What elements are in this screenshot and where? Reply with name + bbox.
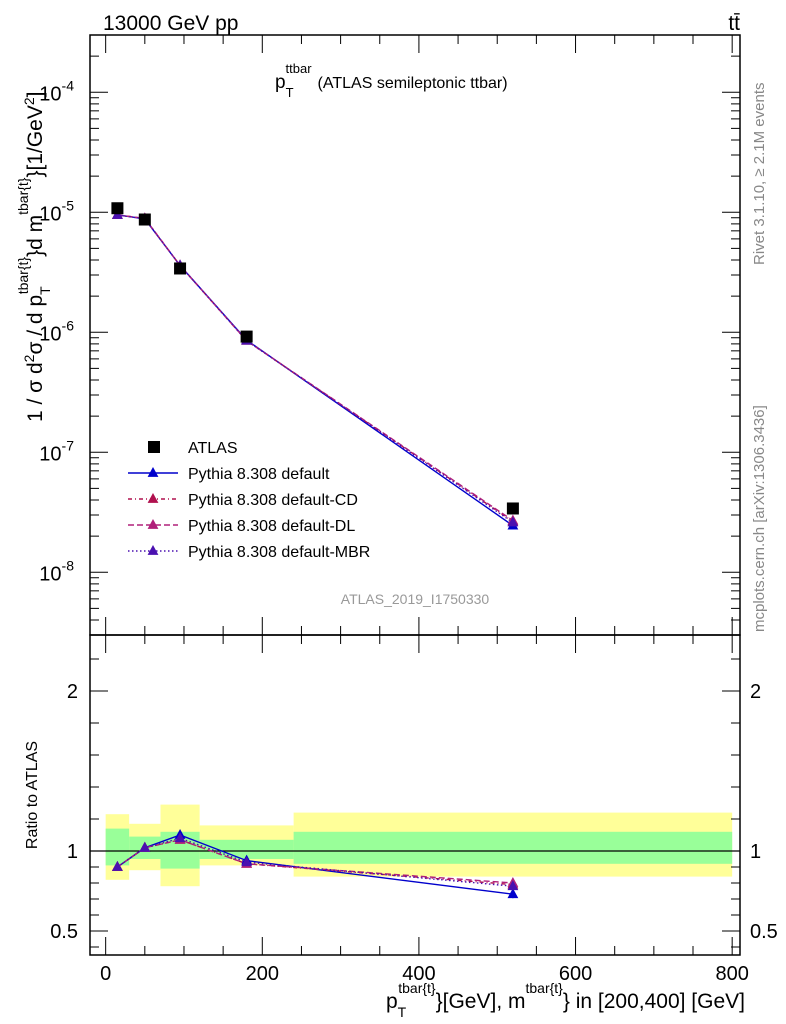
- ratio-y-tick-label-right: 1: [750, 841, 761, 863]
- x-tick-label: 600: [559, 963, 592, 985]
- x-tick-label: 200: [246, 963, 279, 985]
- analysis-label: ATLAS_2019_I1750330: [341, 591, 490, 607]
- legend-label: ATLAS: [188, 440, 238, 457]
- uncertainty-band-green: [105, 828, 130, 866]
- legend-marker-atlas: [148, 441, 160, 453]
- ratio-point-4: [139, 841, 151, 852]
- legend-label: Pythia 8.308 default-MBR: [188, 544, 370, 561]
- atlas-point: [506, 502, 519, 515]
- rivet-label: Rivet 3.1.10, ≥ 2.1M events: [751, 83, 768, 266]
- x-tick-label: 800: [715, 963, 748, 985]
- legend-label: Pythia 8.308 default-CD: [188, 492, 358, 509]
- ratio-y-tick-label-right: 0.5: [750, 921, 778, 943]
- y-tick-label: 10-8: [39, 557, 74, 585]
- atlas-point: [111, 202, 124, 215]
- atlas-point: [138, 213, 151, 226]
- legend-label: Pythia 8.308 default-DL: [188, 518, 355, 535]
- y-tick-label: 10-7: [39, 437, 74, 465]
- uncertainty-band-green: [293, 831, 733, 864]
- ratio-y-tick-label: 0.5: [50, 921, 78, 943]
- uncertainty-band-green: [199, 839, 294, 859]
- legend-marker: [147, 545, 159, 555]
- beam-energy-label: 13000 GeV pp: [103, 12, 238, 35]
- legend-marker: [147, 467, 159, 477]
- ratio-point-4: [507, 880, 519, 891]
- plot-title: pTttbar(ATLAS semileptonic ttbar): [275, 61, 508, 100]
- main-panel: 10-8 10-7 10-6 10-5 10-4 pTttbar(ATLAS semil…: [15, 34, 741, 636]
- ratio-y-tick-label: 1: [67, 841, 78, 863]
- mcplots-label: mcplots.cern.ch [arXiv:1306.3436]: [751, 405, 768, 632]
- y-tick-label: 10-5: [39, 197, 74, 225]
- y-tick-label: 10-4: [39, 77, 74, 105]
- ratio-line-3: [117, 839, 513, 884]
- main-y-axis-label: 1 / σ d2σ / d pTtbar{t}}d mtbar{t}}[1/Ge…: [15, 91, 53, 422]
- legend-label: Pythia 8.308 default: [188, 466, 330, 483]
- series-point-4: [507, 516, 519, 527]
- ratio-point-4: [174, 832, 186, 843]
- ratio-point-4: [241, 856, 253, 867]
- process-label: tt̄: [728, 12, 740, 35]
- ratio-y-tick-label-right: 2: [750, 681, 761, 703]
- ratio-y-tick-label: 2: [67, 681, 78, 703]
- legend-marker: [147, 493, 159, 503]
- y-tick-label: 10-6: [39, 317, 74, 345]
- atlas-point: [174, 262, 187, 275]
- atlas-point: [240, 330, 253, 343]
- ratio-y-axis-label: Ratio to ATLAS: [24, 741, 41, 849]
- ratio-point-1: [507, 888, 519, 899]
- x-tick-label: 400: [402, 963, 435, 985]
- x-axis-label: pTtbar{t}}[GeV], mtbar{t}} in [200,400] …: [386, 980, 745, 1020]
- legend-marker: [147, 519, 159, 529]
- x-tick-label: 0: [100, 963, 111, 985]
- ratio-frame: [89, 634, 741, 956]
- ratio-point-4: [112, 861, 123, 871]
- legend: ATLAS Pythia 8.308 default Pythia 8.308 de…: [128, 440, 370, 561]
